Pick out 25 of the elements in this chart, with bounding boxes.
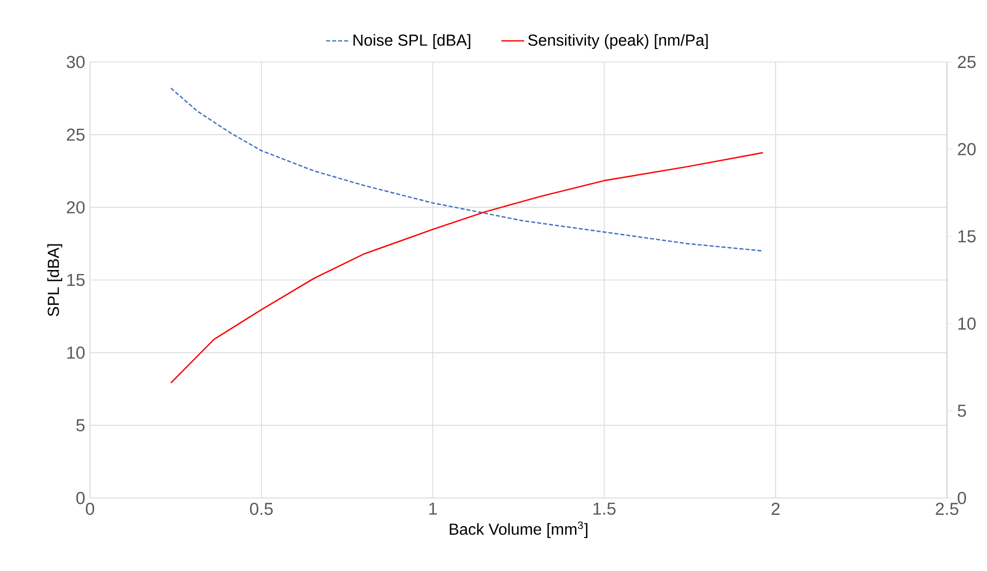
y-tick-label: 30 bbox=[66, 56, 85, 68]
x-tick-label: 0.5 bbox=[250, 502, 273, 515]
y2-tick-label: 10 bbox=[958, 317, 976, 330]
y-tick-label: 25 bbox=[66, 128, 85, 141]
y-axis-title: SPL [dBA] bbox=[47, 244, 62, 316]
x-tick-label: 1 bbox=[429, 502, 437, 515]
legend-label: Sensitivity (peak) [nm/Pa] bbox=[528, 34, 708, 49]
x-axis-title: Back Volume [mm$^{3}$] bbox=[450, 521, 588, 538]
y2-tick-label: 5 bbox=[958, 404, 966, 417]
y2-tick-label: 0 bbox=[958, 492, 966, 504]
x-tick-label: 0 bbox=[86, 502, 94, 515]
y-tick-label: 10 bbox=[67, 346, 85, 359]
y2-tick-label: 25 bbox=[958, 56, 976, 68]
y-tick-label: 20 bbox=[66, 201, 85, 214]
y2-tick-label: 15 bbox=[958, 230, 976, 242]
x-tick-label: 2.5 bbox=[936, 502, 958, 515]
y-tick-label: 0 bbox=[76, 492, 85, 504]
line-series bbox=[170, 87, 764, 252]
x-tick-label: 2 bbox=[772, 502, 780, 515]
x-tick-label: 1.5 bbox=[593, 502, 616, 515]
y-tick-label: 15 bbox=[67, 274, 85, 286]
y-tick-label: 5 bbox=[76, 419, 85, 432]
line-series bbox=[170, 152, 764, 384]
y2-tick-label: 20 bbox=[958, 143, 976, 156]
legend-label: Noise SPL [dBA] bbox=[354, 34, 470, 49]
